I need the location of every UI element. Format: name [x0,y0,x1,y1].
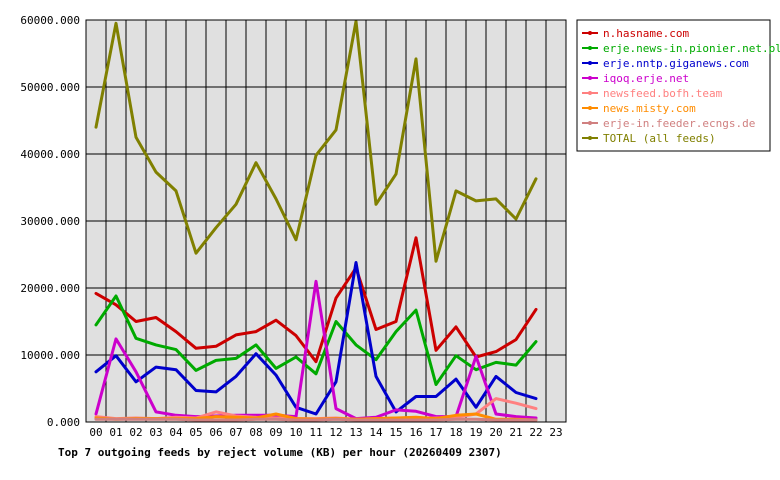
legend-label: news.misty.com [603,102,696,115]
x-tick-label: 17 [429,426,442,439]
x-tick-label: 10 [289,426,302,439]
legend-box [576,19,771,152]
y-tick-label: 20000.000 [20,282,80,295]
legend-label: erje.news-in.pionier.net.pl [603,42,780,55]
legend-label: iqoq.erje.net [603,72,689,85]
x-tick-label: 03 [149,426,162,439]
chart-title: Top 7 outgoing feeds by reject volume (K… [58,446,502,459]
plot-frame [85,19,567,423]
y-tick-label: 0.000 [47,416,80,429]
x-tick-label: 13 [349,426,362,439]
y-tick-label: 60000.000 [20,14,80,27]
series-line [94,261,538,416]
legend-label: erje.nntp.giganews.com [603,57,749,70]
x-tick-label: 04 [169,426,183,439]
x-tick-label: 16 [409,426,422,439]
legend-label: n.hasname.com [603,27,689,40]
x-tick-label: 00 [89,426,102,439]
x-tick-label: 09 [269,426,282,439]
x-tick-label: 19 [469,426,482,439]
x-tick-label: 08 [249,426,262,439]
series-line [94,279,538,421]
x-tick-label: 22 [529,426,542,439]
series-line [94,417,538,422]
legend-marker [588,76,592,80]
legend-marker [588,106,592,110]
legend-marker [588,136,592,140]
legend-marker [588,91,592,95]
legend-marker [588,61,592,65]
axes: 0.000 10000.000 20000.000 30000.000 40000.00… [20,14,567,439]
x-tick-label: 07 [229,426,242,439]
legend-label: newsfeed.bofh.team [603,87,723,100]
x-tick-label: 14 [369,426,383,439]
y-tick-label: 50000.000 [20,81,80,94]
y-tick-label: 40000.000 [20,148,80,161]
x-tick-label: 23 [549,426,562,439]
x-tick-label: 06 [209,426,222,439]
x-tick-label: 12 [329,426,342,439]
x-tick-label: 15 [389,426,402,439]
series-line [94,19,538,263]
legend-label: TOTAL (all feeds) [603,132,716,145]
series-lines [94,19,538,422]
legend-label: erje-in.feeder.ecngs.de [603,117,755,130]
x-tick-label: 18 [449,426,462,439]
y-tick-label: 30000.000 [20,215,80,228]
series-line [94,236,538,364]
x-tick-label: 21 [509,426,522,439]
legend: n.hasname.com erje.news-in.pionier.net.pl… [576,19,780,152]
x-tick-label: 20 [489,426,502,439]
legend-marker [588,31,592,35]
x-tick-label: 02 [129,426,142,439]
legend-marker [588,121,592,125]
x-tick-label: 01 [109,426,122,439]
x-tick-label: 05 [189,426,202,439]
legend-marker [588,46,592,50]
series-line [94,294,538,386]
y-tick-label: 10000.000 [20,349,80,362]
x-tick-label: 11 [309,426,322,439]
